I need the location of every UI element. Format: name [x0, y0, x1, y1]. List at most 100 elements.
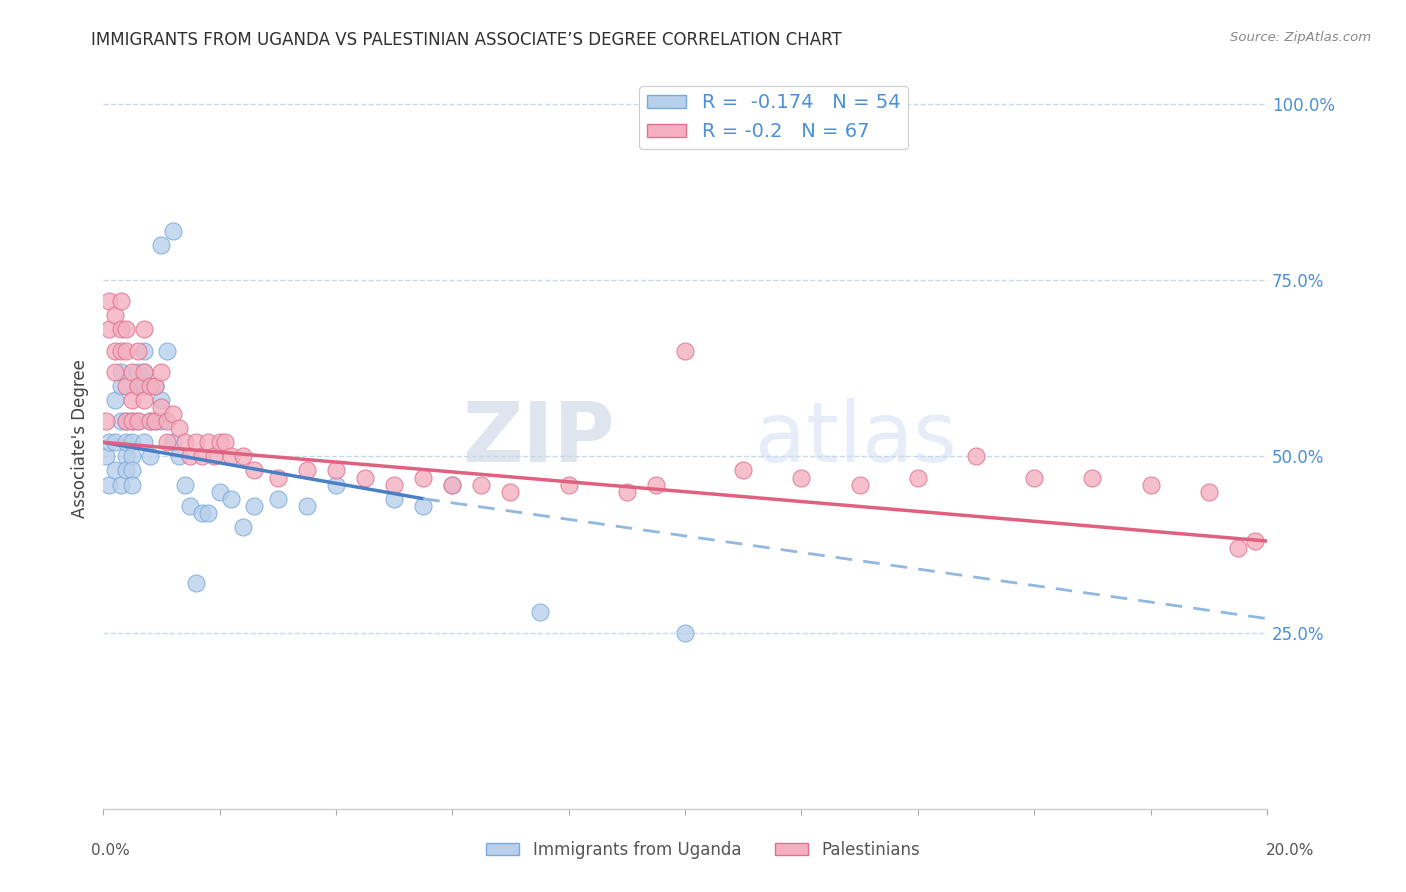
Point — [173, 477, 195, 491]
Point — [110, 294, 132, 309]
Point — [145, 379, 167, 393]
Point — [138, 450, 160, 464]
Point — [219, 450, 242, 464]
Point — [162, 224, 184, 238]
Point — [150, 400, 173, 414]
Point — [1226, 541, 1249, 555]
Point — [208, 484, 231, 499]
Point — [441, 477, 464, 491]
Point — [179, 499, 201, 513]
Point — [382, 477, 405, 491]
Point — [132, 343, 155, 358]
Point — [162, 407, 184, 421]
Text: Source: ZipAtlas.com: Source: ZipAtlas.com — [1230, 31, 1371, 45]
Point — [115, 450, 138, 464]
Point — [110, 343, 132, 358]
Point — [127, 379, 149, 393]
Point — [115, 435, 138, 450]
Point — [243, 463, 266, 477]
Point — [191, 450, 214, 464]
Point — [127, 365, 149, 379]
Point — [167, 421, 190, 435]
Point — [121, 414, 143, 428]
Point — [104, 309, 127, 323]
Point — [121, 450, 143, 464]
Point — [156, 435, 179, 450]
Point — [115, 379, 138, 393]
Point — [243, 499, 266, 513]
Point — [121, 435, 143, 450]
Point — [138, 414, 160, 428]
Point — [97, 294, 120, 309]
Point — [907, 470, 929, 484]
Point — [965, 450, 987, 464]
Point — [645, 477, 668, 491]
Point — [673, 343, 696, 358]
Point — [197, 435, 219, 450]
Point — [295, 463, 318, 477]
Point — [104, 463, 127, 477]
Point — [499, 484, 522, 499]
Point — [132, 365, 155, 379]
Point — [616, 484, 638, 499]
Legend: Immigrants from Uganda, Palestinians: Immigrants from Uganda, Palestinians — [479, 835, 927, 866]
Point — [110, 414, 132, 428]
Point — [733, 463, 755, 477]
Point — [115, 343, 138, 358]
Point — [127, 414, 149, 428]
Point — [132, 365, 155, 379]
Point — [267, 470, 290, 484]
Point — [529, 605, 551, 619]
Text: 0.0%: 0.0% — [91, 843, 131, 858]
Point — [191, 506, 214, 520]
Point — [179, 450, 201, 464]
Point — [186, 576, 208, 591]
Point — [150, 414, 173, 428]
Point — [790, 470, 813, 484]
Point — [150, 237, 173, 252]
Point — [295, 499, 318, 513]
Point — [104, 435, 127, 450]
Point — [1024, 470, 1046, 484]
Point — [115, 414, 138, 428]
Point — [1198, 484, 1220, 499]
Point — [232, 520, 254, 534]
Point — [219, 491, 242, 506]
Point — [173, 435, 195, 450]
Point — [97, 477, 120, 491]
Point — [145, 414, 167, 428]
Point — [132, 379, 155, 393]
Point — [145, 414, 167, 428]
Point — [557, 477, 579, 491]
Point — [121, 365, 143, 379]
Point — [325, 463, 347, 477]
Point — [150, 392, 173, 407]
Point — [94, 450, 117, 464]
Point — [110, 379, 132, 393]
Point — [115, 463, 138, 477]
Point — [202, 450, 225, 464]
Y-axis label: Associate's Degree: Associate's Degree — [72, 359, 89, 518]
Point — [110, 477, 132, 491]
Point — [232, 450, 254, 464]
Point — [115, 322, 138, 336]
Point — [156, 343, 179, 358]
Point — [1081, 470, 1104, 484]
Point — [186, 435, 208, 450]
Text: 20.0%: 20.0% — [1267, 843, 1315, 858]
Point — [412, 499, 434, 513]
Point — [208, 435, 231, 450]
Point — [104, 343, 127, 358]
Point — [138, 379, 160, 393]
Point — [132, 392, 155, 407]
Text: IMMIGRANTS FROM UGANDA VS PALESTINIAN ASSOCIATE’S DEGREE CORRELATION CHART: IMMIGRANTS FROM UGANDA VS PALESTINIAN AS… — [91, 31, 842, 49]
Point — [470, 477, 492, 491]
Point — [110, 322, 132, 336]
Point — [673, 625, 696, 640]
Point — [325, 477, 347, 491]
Point — [121, 463, 143, 477]
Legend: R =  -0.174   N = 54, R = -0.2   N = 67: R = -0.174 N = 54, R = -0.2 N = 67 — [640, 86, 908, 149]
Point — [214, 435, 236, 450]
Point — [110, 365, 132, 379]
Point — [104, 392, 127, 407]
